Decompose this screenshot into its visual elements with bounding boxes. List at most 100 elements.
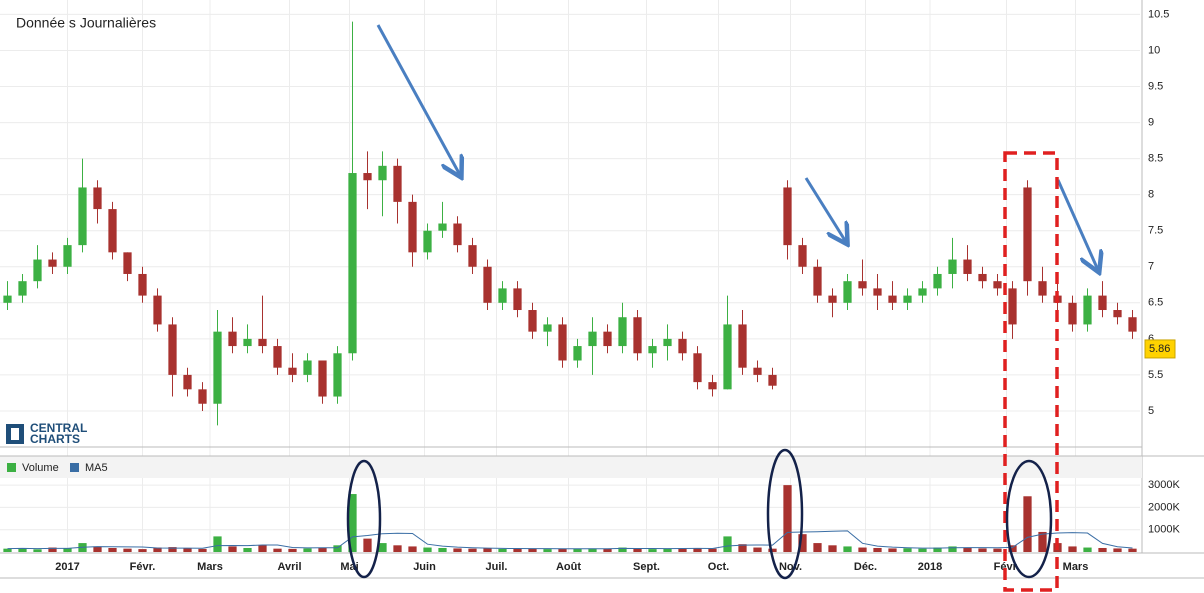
- x-tick-label: Août: [556, 561, 581, 573]
- candle-body: [288, 367, 297, 375]
- volume-bar: [858, 547, 867, 552]
- volume-bar: [498, 548, 507, 552]
- x-tick-label: Févr.: [130, 561, 156, 573]
- logo-text: CHARTS: [30, 432, 80, 446]
- candle-body: [753, 367, 762, 375]
- candle-body: [1098, 295, 1107, 311]
- marks-layer: 5 5.5 6 6.5 7 7.5 8 8.5 9 9.5 10 10.5 5.86 1000K 2000K…: [3, 8, 1180, 573]
- candle-body: [1008, 288, 1017, 325]
- candle-body: [243, 338, 252, 347]
- legend-swatch: [7, 463, 16, 472]
- volume-bar: [1038, 531, 1047, 552]
- volume-bar: [933, 547, 942, 552]
- volume-bar: [33, 549, 42, 552]
- volume-bar: [483, 548, 492, 552]
- candle-body: [603, 331, 612, 347]
- volume-bar: [693, 547, 702, 552]
- candle-body: [348, 173, 357, 354]
- volume-bar: [438, 547, 447, 552]
- legend-label: MA5: [85, 462, 108, 474]
- x-tick-label: 2017: [55, 561, 79, 573]
- y-tick-label: 9.5: [1148, 80, 1163, 92]
- candle-body: [378, 165, 387, 181]
- y-tick-label: 1000K: [1148, 524, 1180, 536]
- x-tick-label: Févr.: [994, 561, 1020, 573]
- highlight-ellipse: [1005, 459, 1053, 579]
- x-tick-label: Mars: [197, 561, 223, 573]
- x-tick-label: Oct.: [708, 561, 729, 573]
- volume-bar: [768, 548, 777, 552]
- volume-bar: [528, 548, 537, 552]
- volume-bar: [378, 543, 387, 552]
- candle-body: [783, 187, 792, 246]
- candle-body: [1113, 310, 1122, 318]
- candle-body: [1068, 302, 1077, 325]
- volume-header: [0, 456, 1142, 478]
- y-tick-label: 7.5: [1148, 225, 1163, 237]
- y-tick-label: 5: [1148, 405, 1154, 417]
- y-tick-label: 2000K: [1148, 501, 1180, 513]
- volume-bar: [618, 547, 627, 552]
- volume-bar: [1083, 547, 1092, 552]
- volume-bar: [723, 536, 732, 552]
- candle-body: [723, 324, 732, 390]
- y-tick-label: 3000K: [1148, 479, 1180, 491]
- x-tick-label: Nov.: [779, 561, 802, 573]
- y-tick-label: 8.5: [1148, 153, 1163, 165]
- candle-body: [993, 281, 1002, 289]
- candle-body: [3, 295, 12, 303]
- candle-body: [693, 353, 702, 383]
- volume-bar: [18, 547, 27, 552]
- x-tick-label: Sept.: [633, 561, 660, 573]
- candle-body: [618, 317, 627, 347]
- candle-body: [978, 273, 987, 282]
- volume-bar: [168, 547, 177, 552]
- y-tick-label: 5.5: [1148, 369, 1163, 381]
- candle-body: [1023, 187, 1032, 282]
- candle-body: [498, 288, 507, 303]
- volume-bar: [183, 548, 192, 552]
- candle-body: [528, 310, 537, 332]
- volume-bar: [198, 548, 207, 552]
- volume-bar: [123, 548, 132, 552]
- ma-line: [7, 530, 1133, 550]
- y-tick-label: 8: [1148, 189, 1154, 201]
- volume-bar: [468, 548, 477, 552]
- candle-body: [78, 187, 87, 246]
- candle-body: [408, 201, 417, 253]
- volume-bar: [303, 548, 312, 552]
- volume-bar: [648, 549, 657, 552]
- volume-bar: [1128, 548, 1137, 552]
- volume-bar: [288, 548, 297, 552]
- volume-bar: [663, 548, 672, 552]
- volume-bar: [753, 547, 762, 552]
- candle-body: [843, 281, 852, 303]
- y-tick-label: 10.5: [1148, 8, 1169, 20]
- arrow: [376, 24, 460, 175]
- volume-bar: [393, 545, 402, 552]
- candle-body: [138, 273, 147, 296]
- volume-bar: [873, 547, 882, 552]
- volume-bar: [978, 548, 987, 552]
- volume-bar: [273, 548, 282, 552]
- legend-label: Volume: [22, 462, 59, 474]
- candle-body: [813, 266, 822, 296]
- annotations: [346, 24, 1098, 592]
- candle-body: [198, 389, 207, 404]
- last-price-box: [1144, 339, 1176, 359]
- candle-body: [123, 252, 132, 274]
- candle-body: [933, 273, 942, 289]
- y-tick-label: 6.5: [1148, 297, 1163, 309]
- volume-bar: [348, 494, 357, 552]
- candle-body: [228, 331, 237, 347]
- volume-bar: [888, 548, 897, 552]
- volume-bar: [813, 543, 822, 552]
- volume-bar: [588, 548, 597, 552]
- volume-bar: [228, 546, 237, 552]
- volume-bar: [1098, 547, 1107, 552]
- volume-bar: [258, 545, 267, 552]
- volume-bar: [1068, 546, 1077, 552]
- volume-bar: [63, 548, 72, 552]
- candle-body: [303, 360, 312, 375]
- candle-body: [393, 165, 402, 202]
